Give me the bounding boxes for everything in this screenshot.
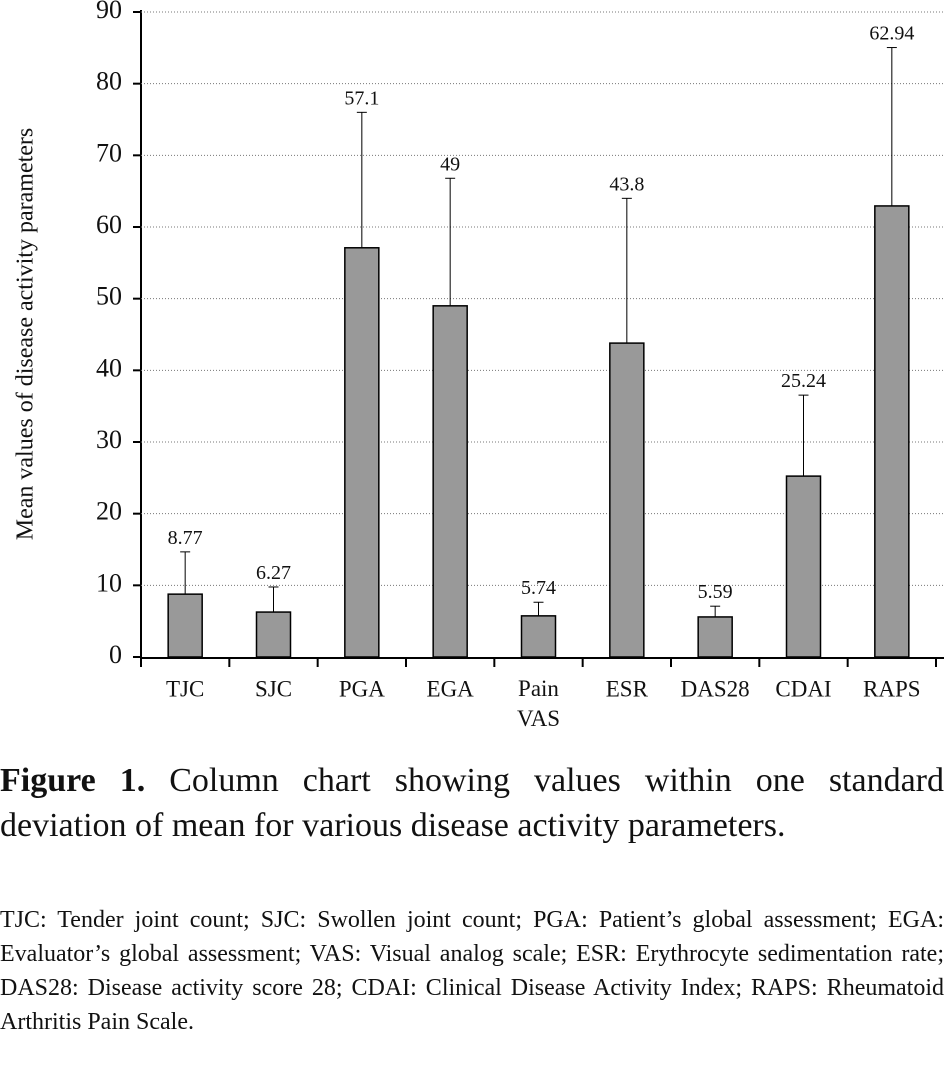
bar [432,305,468,658]
y-tick-label: 70 [96,138,122,167]
footnote: TJC: Tender joint count; SJC: Swollen jo… [0,907,944,1035]
y-tick-label: 10 [96,568,122,597]
x-tick-label: RAPS [863,676,921,701]
bar [520,615,557,658]
x-tick-label: Pain VAS [517,676,560,731]
y-tick-label: 0 [109,640,122,669]
value-label: 5.74 [521,577,556,599]
bar [697,616,733,658]
y-tick-label: 90 [96,0,122,24]
value-label: 62.94 [869,23,914,45]
caption-text: Column chart showing values within one s… [0,762,945,844]
caption-label: Figure 1. [0,762,146,799]
x-tick-label: EGA [427,676,475,701]
bar [255,611,292,658]
caption: Figure 1. Column chart showing values wi… [0,758,944,848]
y-tick-label: 20 [96,497,122,526]
x-tick-label-line: VAS [517,706,560,731]
value-label: 25.24 [781,370,826,392]
x-tick-label: SJC [255,676,292,701]
y-tick-label: 80 [96,67,122,96]
value-label: 57.1 [344,87,379,109]
x-tick-label: CDAI [775,676,831,701]
bar [785,475,822,658]
value-label: 6.27 [256,562,291,584]
bar [874,205,910,658]
x-tick-label: TJC [166,676,204,701]
bar [167,593,203,658]
x-tick-label: ESR [606,676,649,701]
value-label: 49 [440,153,460,175]
x-tick-label-line: Pain [518,676,559,701]
y-axis-label: Mean values of disease activity paramete… [13,128,39,541]
chart: Mean values of disease activity paramete… [13,0,944,731]
value-label: 43.8 [609,173,644,195]
x-tick-label: DAS28 [681,676,750,701]
bar [344,247,380,658]
y-tick-label: 30 [96,425,122,454]
y-tick-label: 50 [96,282,122,311]
value-label: 5.59 [698,581,733,603]
bar [609,342,645,658]
x-tick-label: PGA [339,676,385,701]
y-tick-label: 40 [96,353,122,382]
value-label: 8.77 [168,527,203,549]
y-tick-label: 60 [96,210,122,239]
